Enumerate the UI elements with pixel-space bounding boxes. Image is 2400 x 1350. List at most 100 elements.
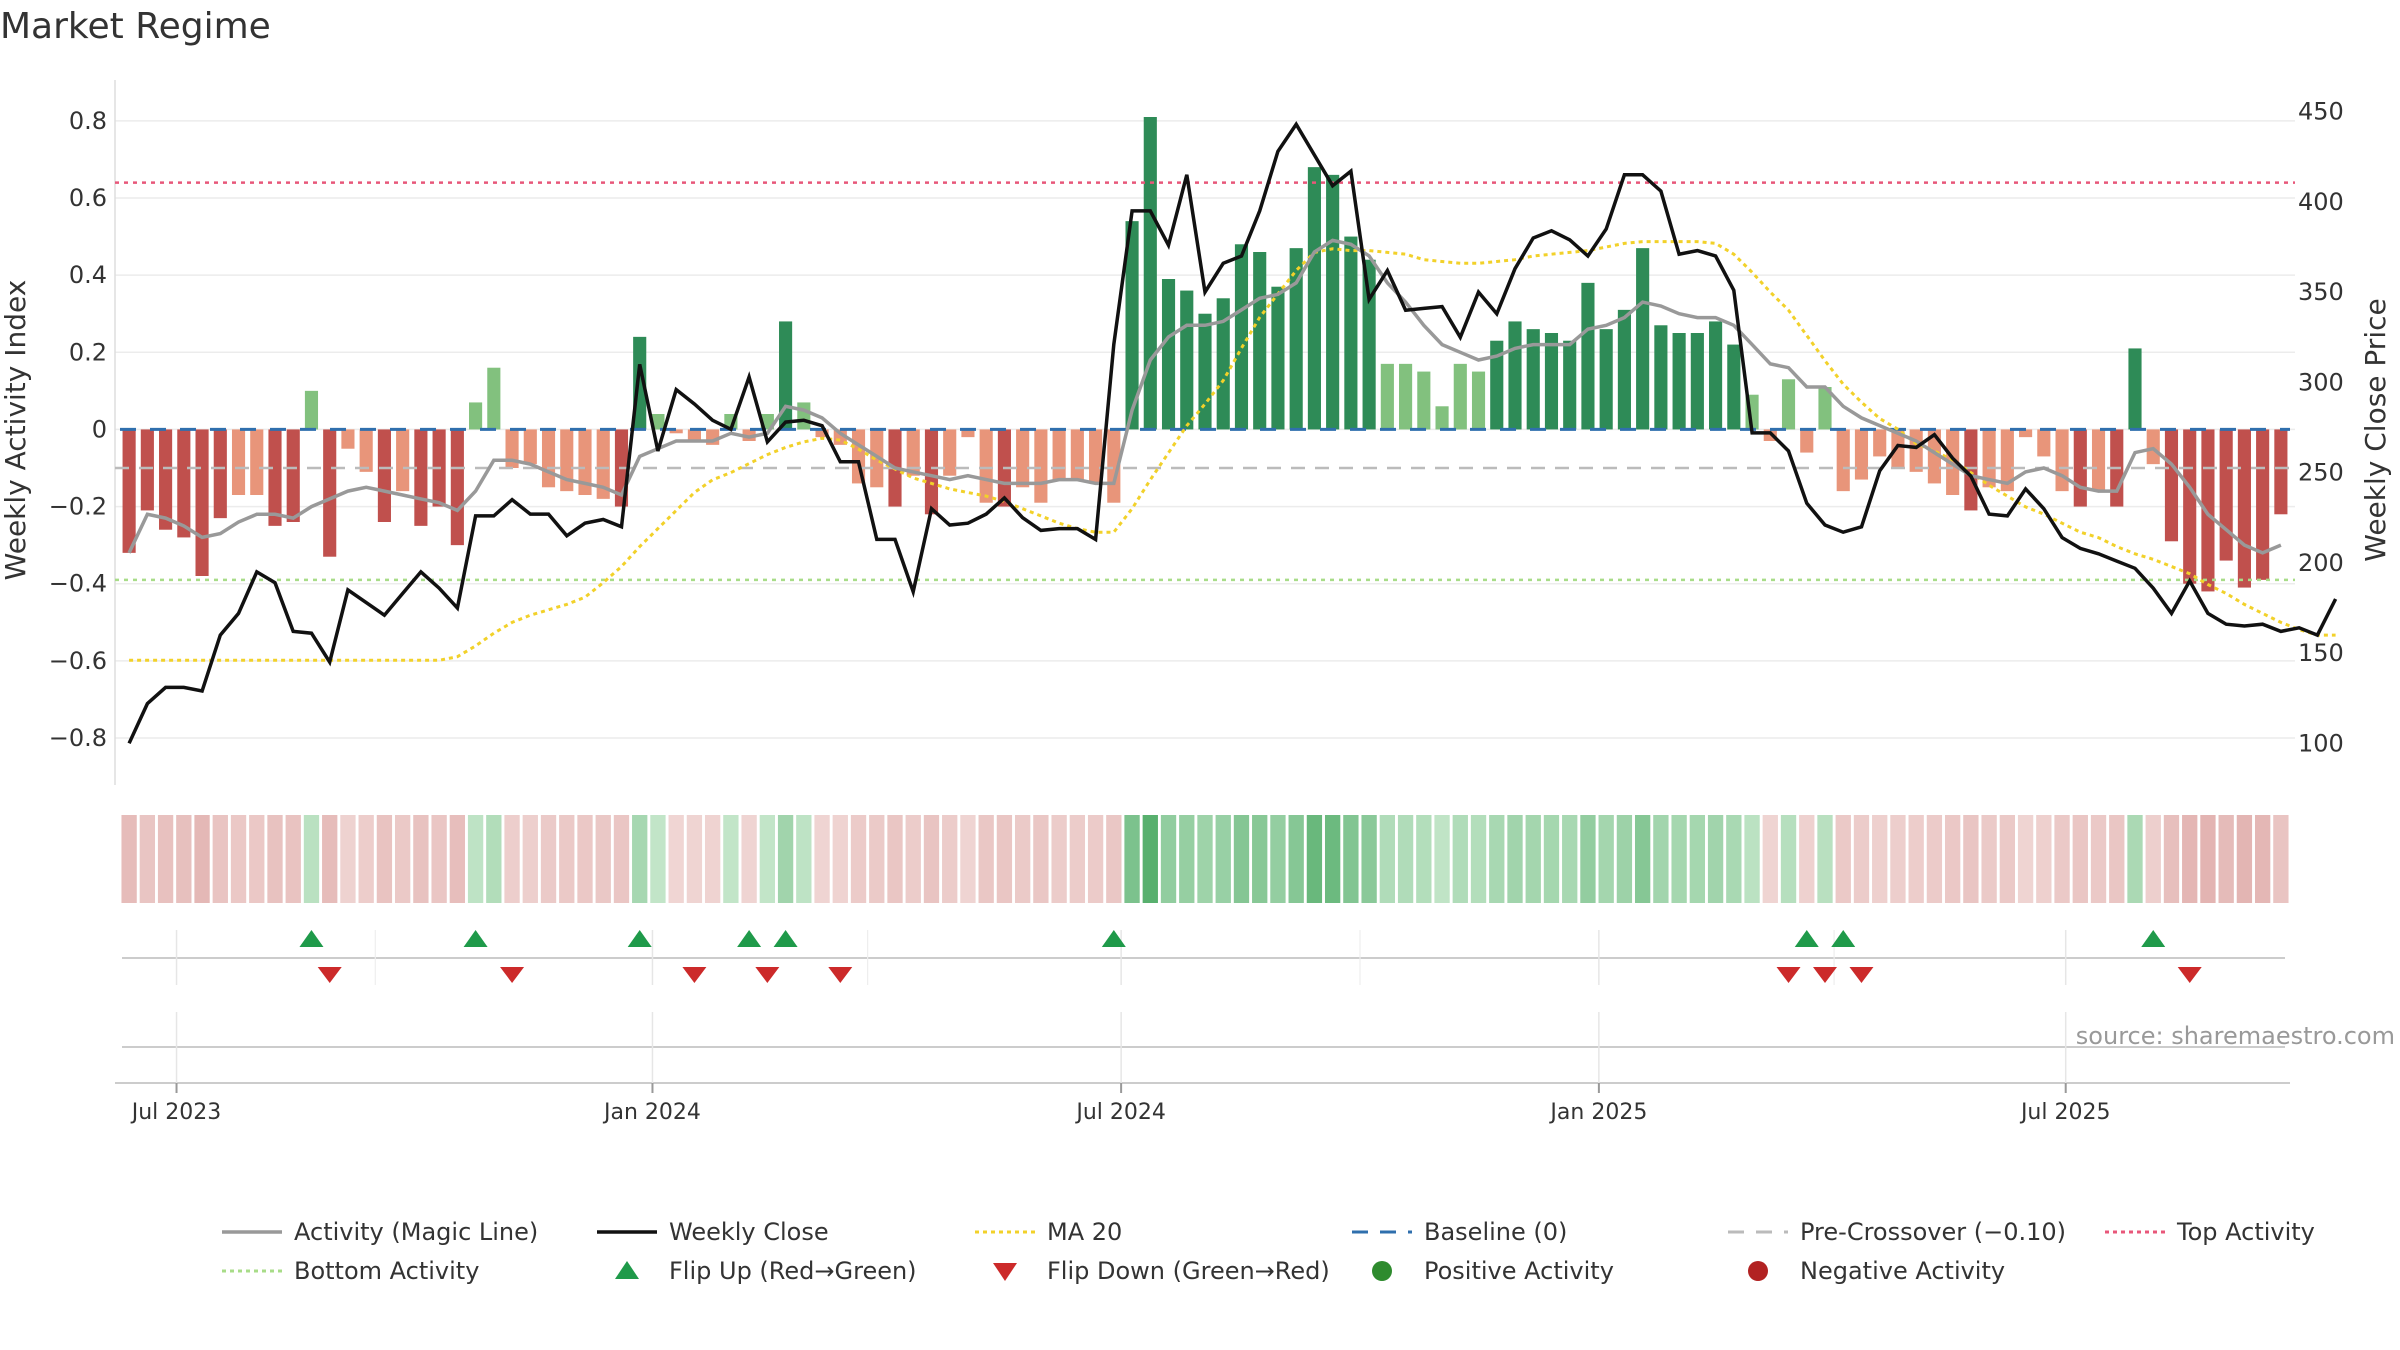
- right-tick-label: 250: [2298, 459, 2344, 487]
- activity-bar: [815, 429, 829, 438]
- regime-strip-cell: [431, 815, 447, 903]
- regime-strip-cell: [1489, 815, 1505, 903]
- right-tick-label: 100: [2298, 729, 2344, 757]
- activity-bar: [268, 429, 282, 526]
- activity-bar: [231, 429, 246, 495]
- flip-up-marker: [1831, 930, 1856, 947]
- activity-bar: [906, 429, 920, 476]
- legend-label: Activity (Magic Line): [294, 1218, 538, 1246]
- flip-up-marker: [737, 930, 762, 947]
- regime-strip-cell: [1799, 815, 1815, 903]
- regime-strip-cell: [1944, 815, 1961, 903]
- regime-strip-cell: [394, 815, 411, 903]
- activity-bar: [341, 429, 355, 449]
- regime-strip-cell: [741, 815, 757, 903]
- legend-label: Top Activity: [2176, 1218, 2315, 1246]
- regime-strip-cell: [1233, 815, 1250, 903]
- regime-strip-cell: [1361, 815, 1377, 903]
- activity-bar: [505, 429, 519, 468]
- activity-bar: [2274, 429, 2288, 515]
- legend-label: Bottom Activity: [294, 1257, 479, 1285]
- left-tick-label: −0.4: [49, 570, 107, 598]
- activity-bar: [669, 429, 683, 434]
- regime-strip-cell: [1343, 815, 1359, 903]
- flip-up-marker: [627, 930, 652, 947]
- regime-strip-cell: [668, 815, 684, 903]
- activity-bar: [1727, 344, 1741, 430]
- activity-bar: [2183, 429, 2197, 584]
- activity-bar: [450, 429, 464, 546]
- activity-bar: [1581, 282, 1595, 430]
- regime-strip-cell: [413, 815, 429, 903]
- regime-strip-cell: [1434, 815, 1450, 903]
- regime-strip-cell: [2182, 815, 2198, 903]
- activity-bar: [523, 429, 537, 465]
- regime-strip-cell: [1507, 815, 1523, 903]
- regime-strip-cell: [1069, 815, 1086, 903]
- activity-bar: [1836, 429, 1850, 492]
- regime-strip-cell: [723, 815, 739, 903]
- right-axis-label: Weekly Close Price: [2359, 298, 2392, 561]
- regime-strip-cell: [176, 815, 192, 903]
- legend-label: Baseline (0): [1424, 1218, 1567, 1246]
- regime-strip-cell: [267, 815, 283, 903]
- activity-bar: [396, 429, 410, 492]
- regime-strip-cell: [358, 815, 374, 903]
- regime-strip-cell: [2017, 815, 2034, 903]
- activity-bar: [1070, 429, 1084, 480]
- left-tick-label: 0.2: [69, 338, 107, 366]
- flip-up-marker: [463, 930, 488, 947]
- regime-strip-cell: [230, 815, 247, 903]
- flip-up-marker: [299, 930, 324, 947]
- regime-strip-cell: [1762, 815, 1778, 903]
- activity-bar: [560, 429, 574, 492]
- regime-strip-cell: [212, 815, 228, 903]
- regime-strip-cell: [467, 815, 484, 903]
- legend-label: Negative Activity: [1800, 1257, 2005, 1285]
- regime-strip-cell: [1014, 815, 1031, 903]
- regime-strip-cell: [632, 815, 648, 903]
- regime-strip-cell: [1817, 815, 1833, 903]
- regime-strip-cell: [2109, 815, 2125, 903]
- regime-strip-cell: [2254, 815, 2271, 903]
- flip-down-marker: [1776, 967, 1801, 983]
- chart-title: Market Regime: [0, 6, 271, 47]
- activity-bar: [1490, 340, 1504, 430]
- activity-bar: [1143, 117, 1157, 430]
- regime-strip-cell: [1872, 815, 1888, 903]
- activity-bar: [1326, 174, 1340, 430]
- regime-strip-cell: [613, 815, 630, 903]
- activity-bar: [1636, 248, 1650, 430]
- legend-item: Negative Activity: [1748, 1257, 2005, 1285]
- activity-bar: [2237, 429, 2251, 588]
- regime-strip-cell: [1744, 815, 1760, 903]
- regime-strip-cell: [1543, 815, 1560, 903]
- activity-bar: [1399, 363, 1413, 430]
- activity-bar: [742, 429, 756, 441]
- weekly-close-line: [127, 121, 2338, 745]
- regime-strip-cell: [1087, 815, 1104, 903]
- activity-bar: [487, 367, 501, 430]
- activity-bar: [1034, 429, 1048, 503]
- legend-item: Bottom Activity: [222, 1257, 479, 1285]
- regime-strip-cell: [1525, 815, 1541, 903]
- regime-strip-cell: [923, 815, 940, 903]
- legend-label: Pre-Crossover (−0.10): [1800, 1218, 2066, 1246]
- regime-strip-cell: [996, 815, 1013, 903]
- activity-bar: [1854, 429, 1869, 480]
- activity-bar: [1307, 167, 1321, 430]
- activity-bar: [2146, 429, 2160, 465]
- activity-bar: [2128, 348, 2142, 430]
- activity-bar: [2091, 429, 2106, 492]
- flip-down-marker: [1849, 967, 1874, 983]
- activity-bar: [1216, 298, 1230, 430]
- activity-bar: [1161, 279, 1176, 430]
- activity-bar: [1909, 429, 1923, 472]
- activity-bar: [359, 429, 373, 472]
- regime-strip-cell: [1379, 815, 1396, 903]
- legend-item: Activity (Magic Line): [222, 1218, 538, 1246]
- activity-bar: [1417, 371, 1431, 430]
- activity-bar: [140, 429, 154, 511]
- regime-strip-cell: [322, 815, 338, 903]
